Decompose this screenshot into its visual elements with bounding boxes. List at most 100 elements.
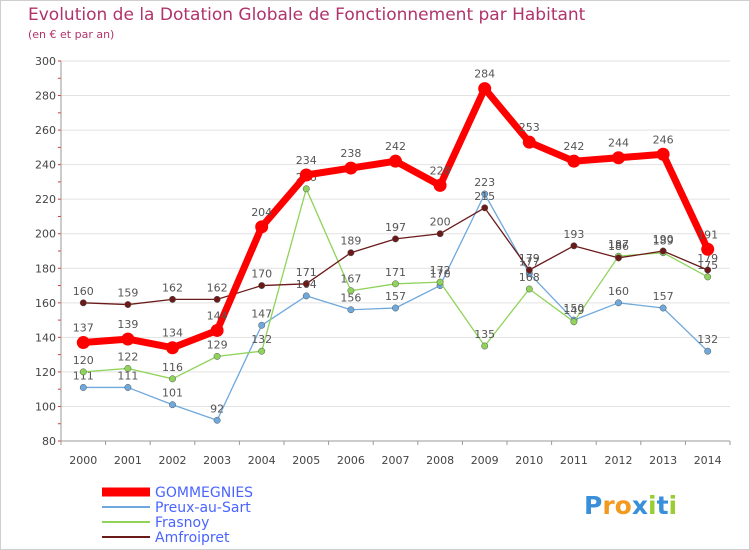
brand-letter: o (615, 491, 632, 520)
data-point-frasnoy (347, 287, 355, 295)
x-tick-label: 2014 (694, 454, 722, 467)
data-label-gommegnies: 238 (340, 147, 361, 160)
data-label-amfroipret: 160 (73, 285, 94, 298)
x-tick-label: 2010 (515, 454, 543, 467)
x-tick-label: 2002 (159, 454, 187, 467)
data-label-frasnoy: 116 (162, 361, 183, 374)
data-label-gommegnies: 242 (385, 140, 406, 153)
legend-label-preux-au-sart: Preux-au-Sart (155, 500, 251, 516)
data-label-amfroipret: 159 (117, 287, 138, 300)
data-point-amfroipret (213, 295, 221, 303)
data-point-gommegnies (210, 323, 224, 337)
data-label-preux-au-sart: 157 (385, 290, 406, 303)
data-point-frasnoy (481, 342, 489, 350)
data-label-preux-au-sart: 177 (519, 255, 540, 268)
data-label-amfroipret: 190 (653, 233, 674, 246)
x-tick-label: 2003 (203, 454, 231, 467)
data-point-amfroipret (124, 301, 132, 308)
data-point-amfroipret (79, 299, 87, 307)
data-point-gommegnies (567, 154, 581, 168)
data-point-preux-au-sart (347, 306, 355, 314)
data-label-preux-au-sart: 111 (117, 369, 138, 382)
data-point-frasnoy (213, 352, 221, 360)
data-label-gommegnies: 234 (296, 154, 317, 167)
data-label-frasnoy: 168 (519, 271, 540, 284)
data-point-amfroipret (659, 247, 667, 255)
y-tick-label: 120 (35, 366, 56, 379)
y-tick-label: 140 (35, 331, 56, 344)
data-label-amfroipret: 193 (563, 228, 584, 241)
brand-letter: i (669, 491, 678, 520)
data-label-amfroipret: 171 (296, 266, 317, 279)
data-point-frasnoy (392, 280, 399, 288)
brand-letter: r (602, 491, 615, 520)
data-point-preux-au-sart (124, 384, 132, 391)
data-label-gommegnies: 284 (474, 68, 495, 81)
data-label-gommegnies: 191 (697, 228, 718, 241)
data-point-gommegnies (76, 336, 90, 350)
data-point-gommegnies (433, 178, 447, 192)
plot-area (61, 61, 730, 441)
data-label-frasnoy: 132 (251, 333, 272, 346)
data-point-gommegnies (344, 161, 358, 175)
brand-letter: x (632, 491, 648, 520)
data-point-amfroipret (169, 295, 176, 303)
data-point-amfroipret (481, 204, 489, 212)
data-label-frasnoy: 149 (563, 304, 584, 317)
data-point-gommegnies (656, 147, 670, 161)
data-label-preux-au-sart: 111 (73, 369, 94, 382)
data-label-amfroipret: 170 (251, 268, 272, 281)
x-tick-label: 2006 (337, 454, 365, 467)
data-label-gommegnies: 139 (117, 318, 138, 331)
data-point-frasnoy (570, 318, 578, 326)
data-point-amfroipret (704, 266, 712, 274)
y-tick-label: 220 (35, 193, 56, 206)
data-point-gommegnies (121, 332, 135, 346)
brand-letter: P (584, 491, 602, 520)
data-point-amfroipret (347, 249, 355, 257)
x-tick-label: 2008 (426, 454, 454, 467)
data-point-preux-au-sart (481, 190, 489, 198)
y-tick-label: 280 (35, 90, 56, 103)
data-point-frasnoy (436, 278, 444, 286)
data-label-preux-au-sart: 150 (563, 302, 584, 315)
data-label-preux-au-sart: 170 (430, 268, 451, 281)
x-tick-label: 2009 (471, 454, 499, 467)
data-point-gommegnies (612, 151, 625, 165)
data-label-amfroipret: 162 (162, 281, 183, 294)
data-point-frasnoy (169, 375, 176, 383)
data-label-amfroipret: 162 (207, 281, 228, 294)
data-point-amfroipret (436, 230, 444, 238)
data-point-preux-au-sart (302, 292, 310, 300)
data-point-amfroipret (258, 282, 266, 289)
data-label-amfroipret: 186 (608, 240, 629, 253)
data-point-frasnoy (302, 185, 310, 193)
x-tick-label: 2007 (382, 454, 410, 467)
data-point-frasnoy (79, 368, 87, 376)
data-label-gommegnies: 246 (653, 133, 674, 146)
data-label-amfroipret: 200 (430, 216, 451, 229)
data-point-gommegnies (522, 135, 536, 149)
chart-subtitle: (en € et par an) (28, 28, 114, 41)
data-label-amfroipret: 179 (697, 252, 718, 265)
y-tick-label: 240 (35, 159, 56, 172)
data-point-amfroipret (615, 254, 622, 262)
data-label-gommegnies: 204 (251, 206, 272, 219)
x-tick-label: 2004 (248, 454, 276, 467)
data-point-amfroipret (525, 266, 533, 274)
x-tick-label: 2001 (114, 454, 142, 467)
data-label-frasnoy: 135 (474, 328, 495, 341)
data-label-preux-au-sart: 101 (162, 387, 183, 400)
x-tick-label: 2005 (292, 454, 320, 467)
chart-title: Evolution de la Dotation Globale de Fonc… (28, 5, 586, 25)
data-label-gommegnies: 137 (73, 322, 94, 335)
y-tick-label: 80 (42, 435, 56, 448)
legend-label-frasnoy: Frasnoy (155, 515, 209, 531)
data-label-preux-au-sart: 223 (474, 176, 495, 189)
data-point-amfroipret (570, 242, 578, 250)
data-label-frasnoy: 129 (207, 338, 228, 351)
data-point-frasnoy (525, 285, 533, 293)
data-point-gommegnies (255, 220, 269, 234)
